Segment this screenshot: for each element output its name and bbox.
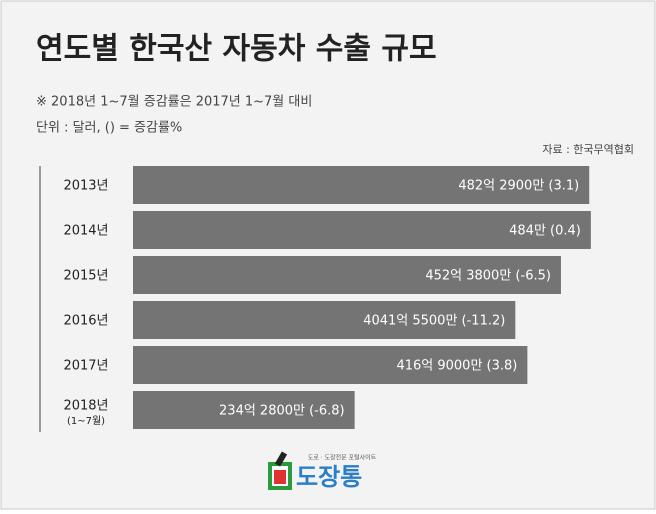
category-label: 2018년 — [63, 399, 108, 414]
logo-icon — [274, 451, 288, 467]
bar — [133, 256, 561, 294]
bar — [133, 301, 516, 339]
chart-title: 연도별 한국산 자동차 수출 규모 — [36, 32, 437, 67]
value-label: 452억 3800만 (-6.5) — [425, 269, 551, 284]
value-label: 482억 2900만 (3.1) — [458, 179, 579, 194]
value-label: 484만 (0.4) — [509, 224, 581, 239]
note: ※ 2018년 1~7월 증감률은 2017년 1~7월 대비 — [36, 95, 312, 110]
value-label: 416억 9000만 (3.8) — [396, 359, 517, 374]
bar — [133, 211, 591, 249]
bar — [133, 166, 590, 204]
logo-tagline: 도로 · 도장전문 포털사이트 — [308, 454, 377, 462]
bar — [133, 346, 528, 384]
logo-icon — [274, 470, 286, 484]
category-label: 2016년 — [63, 314, 108, 329]
logo: 도로 · 도장전문 포털사이트 도장통 — [268, 451, 377, 491]
category-label: 2014년 — [63, 224, 108, 239]
value-label: 234억 2800만 (-6.8) — [219, 404, 345, 419]
category-label: 2013년 — [63, 179, 108, 194]
note: 단위 : 달러, () = 증감률% — [36, 121, 182, 136]
category-label: 2015년 — [63, 269, 108, 284]
bar — [133, 391, 355, 429]
logo-name: 도장통 — [296, 463, 362, 491]
value-label: 4041억 5500만 (-11.2) — [363, 314, 505, 329]
category-label: 2017년 — [63, 359, 108, 374]
category-sublabel: (1~7월) — [67, 415, 105, 427]
source: 자료 : 한국무역협회 — [542, 143, 634, 156]
